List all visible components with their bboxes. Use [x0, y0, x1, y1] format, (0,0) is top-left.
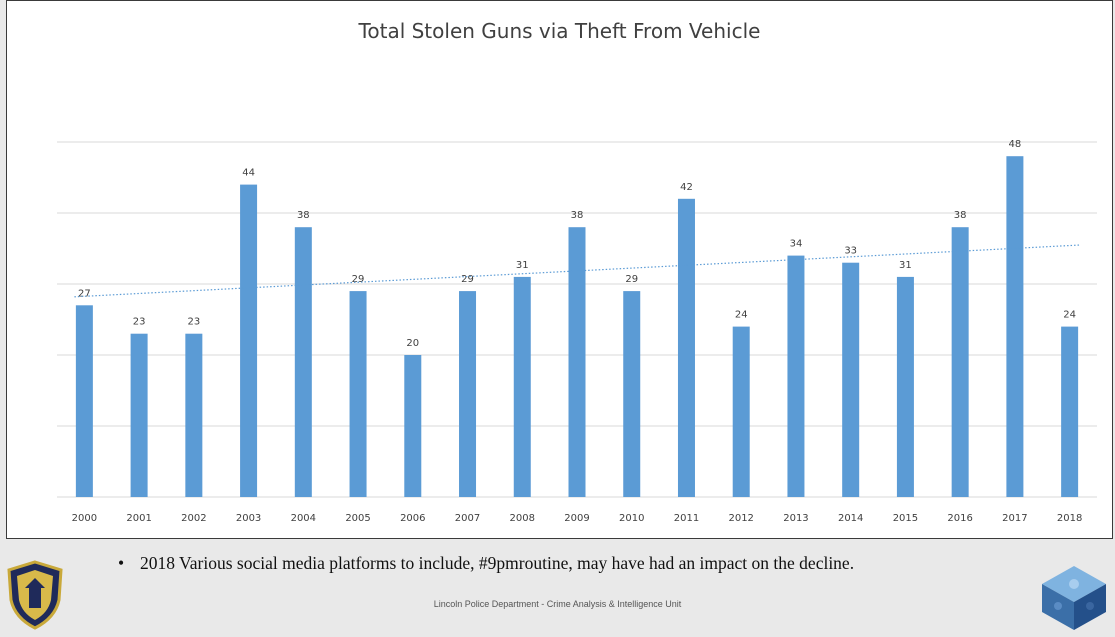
data-label: 23 [187, 317, 200, 328]
x-tick-label: 2008 [510, 513, 535, 524]
bar [787, 255, 805, 497]
note-text: • 2018 Various social media platforms to … [118, 553, 1018, 574]
bar [896, 276, 914, 497]
bar [513, 276, 531, 497]
x-tick-label: 2012 [728, 513, 753, 524]
bar [404, 355, 422, 497]
bar [349, 291, 367, 497]
bar [732, 326, 750, 497]
data-label: 24 [1063, 310, 1076, 321]
data-label: 23 [133, 317, 146, 328]
data-label: 29 [352, 274, 365, 285]
data-label: 27 [78, 288, 91, 299]
police-badge-icon [5, 560, 65, 635]
x-tick-label: 2011 [674, 513, 699, 524]
note-bullet: • [118, 553, 125, 573]
x-tick-label: 2000 [72, 513, 97, 524]
bar-chart: 27 2000 23 2001 23 2002 44 2003 38 2004 29 2005 20 20… [57, 139, 1097, 524]
data-label: 48 [1009, 139, 1022, 150]
x-tick-label: 2013 [783, 513, 808, 524]
bar [185, 333, 203, 497]
bar [1061, 326, 1079, 497]
bar [130, 333, 148, 497]
bar [568, 227, 586, 497]
data-label: 33 [844, 246, 857, 257]
bar [240, 184, 258, 497]
bar [677, 198, 695, 498]
puzzle-cube-icon [1038, 562, 1110, 637]
x-tick-label: 2002 [181, 513, 206, 524]
data-label: 31 [516, 260, 529, 271]
bar [459, 291, 477, 497]
x-tick-label: 2016 [947, 513, 972, 524]
data-label: 38 [571, 210, 584, 221]
bar [623, 291, 641, 497]
data-label: 42 [680, 182, 693, 193]
x-tick-label: 2014 [838, 513, 863, 524]
x-tick-label: 2009 [564, 513, 589, 524]
x-tick-label: 2007 [455, 513, 480, 524]
x-tick-label: 2018 [1057, 513, 1082, 524]
data-label: 38 [954, 210, 967, 221]
data-label: 29 [461, 274, 474, 285]
chart-title: Total Stolen Guns via Theft From Vehicle [358, 19, 761, 43]
note-body: 2018 Various social media platforms to i… [140, 553, 855, 573]
x-tick-label: 2010 [619, 513, 644, 524]
x-tick-label: 2015 [893, 513, 918, 524]
chart-frame: Total Stolen Guns via Theft From Vehicle… [6, 0, 1113, 539]
x-tick-label: 2005 [345, 513, 370, 524]
x-tick-label: 2017 [1002, 513, 1027, 524]
data-label: 31 [899, 260, 912, 271]
data-label: 34 [790, 239, 803, 250]
x-tick-label: 2003 [236, 513, 261, 524]
bar [842, 262, 860, 497]
x-tick-label: 2001 [126, 513, 151, 524]
bar [951, 227, 969, 497]
data-label: 38 [297, 210, 310, 221]
bar [75, 305, 93, 497]
data-label: 29 [625, 274, 638, 285]
x-tick-label: 2006 [400, 513, 425, 524]
x-tick-label: 2004 [291, 513, 316, 524]
data-label: 24 [735, 310, 748, 321]
data-label: 20 [406, 338, 419, 349]
bar [294, 227, 312, 497]
footer-credit: Lincoln Police Department - Crime Analys… [433, 599, 682, 609]
bar [1006, 156, 1024, 497]
data-label: 44 [242, 168, 255, 179]
